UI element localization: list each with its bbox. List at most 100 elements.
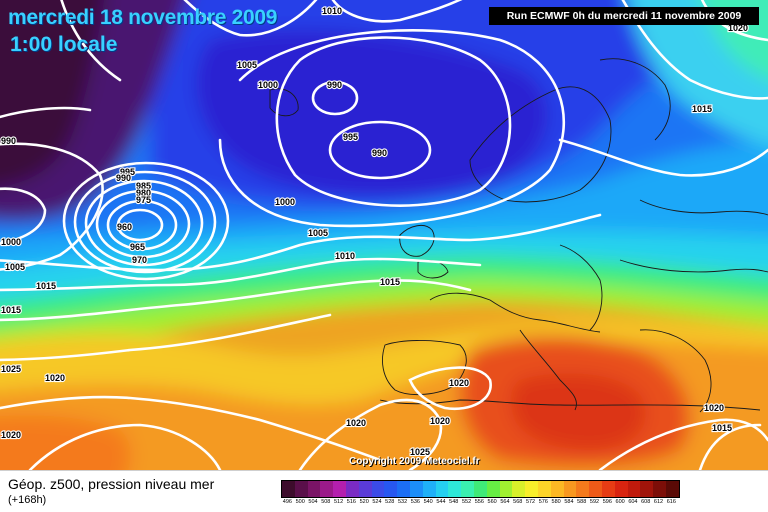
legend-tick-labels: 496 500 504 508 512 516 520 524 528 532 536 540 544 5…: [281, 499, 678, 505]
field-title: Géop. z500, pression niveau mer: [8, 476, 215, 492]
legend-tick-label: 552: [461, 499, 472, 505]
legend-swatch: [307, 481, 321, 497]
isobar-label: 990: [372, 148, 387, 158]
isobar-label: 1000: [275, 197, 295, 207]
legend-tick-label: 524: [372, 499, 382, 505]
forecast-date-title: mercredi 18 novembre 2009: [8, 6, 278, 29]
legend-tick-label: 528: [385, 499, 395, 505]
legend-swatch: [550, 481, 564, 497]
isobar-label: 1015: [712, 423, 732, 433]
legend-swatch: [397, 481, 410, 497]
legend-swatch: [384, 481, 398, 497]
legend-tick-label: 568: [513, 499, 523, 505]
legend-tick-label: 572: [525, 499, 536, 505]
isobar-label: 990: [116, 173, 131, 183]
legend-tick-label: 500: [295, 499, 305, 505]
legend-swatch: [422, 481, 436, 497]
isobar-label: 1000: [1, 237, 21, 247]
map-footer: Géop. z500, pression niveau mer (+168h) …: [0, 470, 768, 512]
legend-tick-label: 592: [589, 499, 600, 505]
isobar-label: 1000: [258, 80, 278, 90]
forecast-map: 1010 1005 1000 990 995 990 990 995 985 9…: [0, 0, 768, 470]
legend-swatch: [486, 481, 500, 497]
isobar-label: 990: [327, 80, 342, 90]
isobar-label: 990: [1, 136, 16, 146]
legend-color-bar: [281, 480, 680, 498]
legend-swatch: [576, 481, 590, 497]
legend-swatch: [525, 481, 538, 497]
legend-tick-label: 496: [282, 499, 292, 505]
legend-swatch: [371, 481, 385, 497]
legend-tick-label: 612: [653, 499, 664, 505]
isobar-label: 1020: [430, 416, 450, 426]
legend-swatch: [294, 481, 308, 497]
legend-tick-label: 608: [641, 499, 651, 505]
isobar-label: 970: [132, 255, 147, 265]
isobar-label: 1015: [380, 277, 400, 287]
forecast-range: (+168h): [8, 494, 47, 506]
legend-swatch: [333, 481, 346, 497]
legend-swatch: [461, 481, 474, 497]
legend-tick-label: 576: [538, 499, 548, 505]
legend-tick-label: 596: [602, 499, 612, 505]
isobar-label: 980: [136, 188, 151, 198]
legend-tick-label: 548: [449, 499, 459, 505]
copyright-notice: Copyright 2009 Meteociel.fr: [349, 456, 480, 467]
legend-tick-label: 580: [551, 499, 561, 505]
isobar-label: 1015: [1, 305, 21, 315]
legend-swatch: [358, 481, 372, 497]
isobar-label: 1025: [1, 364, 21, 374]
legend-tick-label: 556: [474, 499, 484, 505]
legend-tick-label: 544: [436, 499, 446, 505]
legend-swatch: [448, 481, 462, 497]
isobars: [0, 0, 768, 470]
legend-swatch: [409, 481, 423, 497]
isobar-label: 1005: [5, 262, 25, 272]
legend-swatch: [537, 481, 551, 497]
isobar-label: 965: [130, 242, 145, 252]
legend-tick-label: 588: [577, 499, 587, 505]
isobar-label: 960: [117, 222, 132, 232]
map-canvas: 1010 1005 1000 990 995 990 990 995 985 9…: [0, 0, 768, 470]
legend-tick-label: 584: [564, 499, 574, 505]
isobar-label: 1005: [308, 228, 328, 238]
isobar-label: 1015: [692, 104, 712, 114]
legend-tick-label: 516: [346, 499, 356, 505]
legend-tick-label: 604: [628, 499, 638, 505]
legend-tick-label: 520: [359, 499, 369, 505]
isobar-label: 985: [136, 181, 151, 191]
isobar-label: 1020: [45, 373, 65, 383]
forecast-time-title: 1:00 locale: [10, 33, 118, 56]
isobar-label: 1005: [237, 60, 257, 70]
legend-tick-label: 600: [615, 499, 625, 505]
legend-swatch: [627, 481, 641, 497]
legend-swatch: [435, 481, 449, 497]
legend-swatch: [512, 481, 526, 497]
legend-swatch: [614, 481, 628, 497]
legend-tick-label: 512: [333, 499, 344, 505]
legend-swatch: [589, 481, 602, 497]
legend-swatch: [601, 481, 615, 497]
legend-tick-label: 508: [321, 499, 331, 505]
legend-swatch: [499, 481, 513, 497]
isobar-label: 975: [136, 195, 151, 205]
isobar-label: 1010: [335, 251, 355, 261]
isobar-label: 1015: [36, 281, 56, 291]
isobar-label: 995: [343, 132, 358, 142]
legend-tick-label: 616: [666, 499, 676, 505]
legend-tick-label: 504: [308, 499, 318, 505]
color-scale-legend: 496 500 504 508 512 516 520 524 528 532 536 540 544 5…: [281, 480, 757, 510]
isobar-label: 995: [120, 167, 135, 177]
legend-swatch: [282, 481, 295, 497]
isobar-label: 1010: [322, 6, 342, 16]
legend-tick-label: 536: [410, 499, 420, 505]
isobar-labels: 1010 1005 1000 990 995 990 990 995 985 9…: [0, 5, 749, 458]
legend-swatch: [563, 481, 577, 497]
legend-swatch: [665, 481, 679, 497]
isobar-label: 1020: [449, 378, 469, 388]
legend-tick-label: 540: [423, 499, 433, 505]
legend-tick-label: 532: [397, 499, 408, 505]
legend-swatch: [473, 481, 487, 497]
isobar-label: 1020: [1, 430, 21, 440]
